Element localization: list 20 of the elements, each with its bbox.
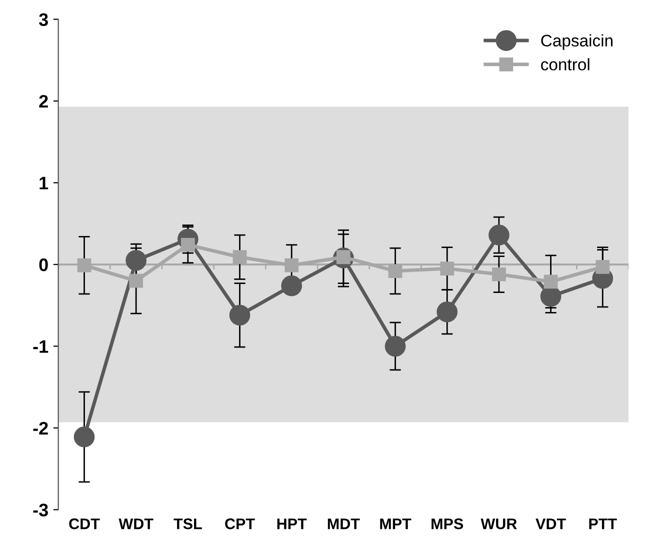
y-tick-label: 2 — [39, 94, 48, 108]
x-tick-label: HPT — [277, 518, 307, 530]
y-tick-label: -2 — [33, 422, 48, 434]
x-tick-label: CDT — [69, 518, 100, 530]
legend-label: Capsaicin — [541, 34, 612, 50]
x-tick-label: PTT — [589, 518, 617, 530]
y-tick-label: 3 — [38, 13, 48, 26]
y-tick-label: 1 — [40, 176, 48, 190]
x-tick-label: WDT — [118, 518, 154, 530]
x-tick-label: MPS — [432, 518, 464, 530]
legend-label: control — [541, 58, 590, 70]
x-tick-label: MPT — [380, 518, 412, 530]
x-tick-label: MDT — [328, 518, 360, 530]
x-tick-label: CPT — [225, 518, 255, 530]
x-tick-label: WUR — [480, 518, 517, 530]
x-tick-label: VDT — [536, 518, 566, 530]
y-tick-label: 0 — [39, 258, 48, 272]
y-tick-label: -1 — [33, 340, 48, 353]
x-tick-label: TSL — [174, 518, 202, 530]
y-tick-label: -3 — [33, 504, 48, 516]
